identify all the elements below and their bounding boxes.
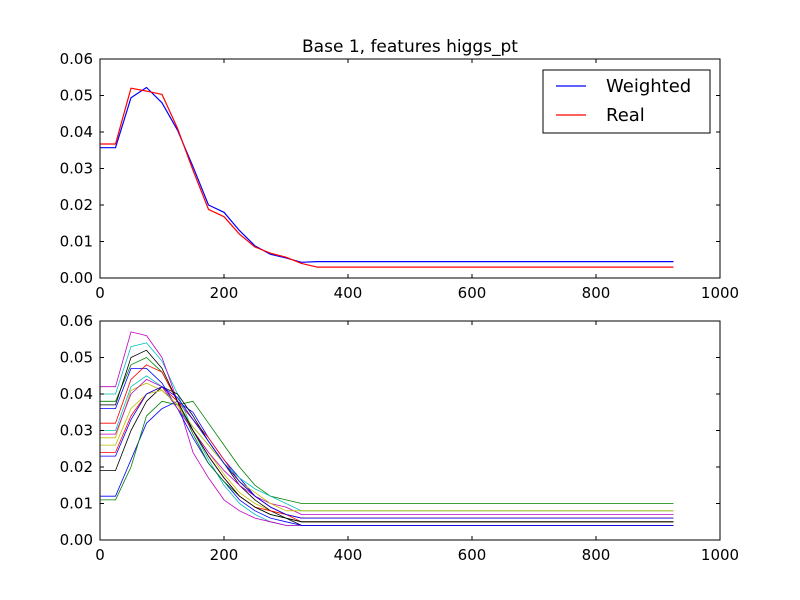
- y-tick-label: 0.02: [60, 458, 93, 476]
- x-tick-label: 400: [334, 284, 363, 302]
- y-tick: 0.04: [60, 123, 720, 141]
- y-tick-label: 0.03: [60, 160, 93, 178]
- y-tick-label: 0.03: [60, 422, 93, 440]
- x-tick-label: 1000: [701, 546, 739, 564]
- x-tick-label: 200: [210, 546, 239, 564]
- y-tick: 0.01: [60, 495, 720, 513]
- y-tick: 0.05: [60, 349, 720, 367]
- x-tick: 0: [95, 59, 105, 302]
- x-tick: 600: [458, 321, 487, 564]
- x-tick: 600: [458, 59, 487, 302]
- series-line-s4: [100, 342, 674, 526]
- y-tick-label: 0.01: [60, 495, 93, 513]
- y-tick: 0.03: [60, 160, 720, 178]
- series-line-s11: [100, 375, 674, 512]
- y-tick-label: 0.02: [60, 196, 93, 214]
- x-tick: 400: [334, 59, 363, 302]
- x-tick: 800: [582, 59, 611, 302]
- bottom-plot: 0 200 400 600 800 1000 0.00 0.01 0.02 0.03 0.04 0.0…: [60, 312, 740, 564]
- x-tick-label: 800: [582, 546, 611, 564]
- x-tick: 1000: [701, 59, 739, 302]
- y-tick: 0.02: [60, 196, 720, 214]
- series-line-s10: [100, 364, 674, 519]
- x-tick: 0: [95, 321, 105, 564]
- y-tick: 0.03: [60, 422, 720, 440]
- x-tick-label: 200: [210, 284, 239, 302]
- x-tick: 400: [334, 321, 363, 564]
- y-tick: 0.01: [60, 233, 720, 251]
- y-tick: 0.06: [60, 312, 720, 330]
- series-line-Real: [100, 87, 674, 268]
- series-line-s6: [100, 382, 674, 519]
- y-tick-label: 0.04: [60, 385, 93, 403]
- y-tick-label: 0.00: [60, 531, 93, 549]
- y-tick: 0.05: [60, 87, 720, 105]
- y-tick-label: 0.05: [60, 87, 93, 105]
- x-tick: 800: [582, 321, 611, 564]
- y-tick-label: 0.00: [60, 269, 93, 287]
- y-tick: 0.02: [60, 458, 720, 476]
- x-tick-label: 1000: [701, 284, 739, 302]
- series-line-s12: [100, 378, 674, 515]
- y-tick-label: 0.01: [60, 233, 93, 251]
- legend: Weighted Real: [542, 69, 711, 134]
- series-line-s2: [100, 400, 674, 504]
- y-tick-label: 0.06: [60, 50, 93, 68]
- x-tick: 200: [210, 59, 239, 302]
- y-tick-label: 0.05: [60, 349, 93, 367]
- top-plot: 0 200 400 600 800 1000 0.00 0.01 0.02 0.03 0.04 0.0…: [60, 37, 740, 302]
- x-tick-label: 800: [582, 284, 611, 302]
- y-tick: 0.06: [60, 50, 720, 68]
- series-line-s15: [100, 386, 674, 519]
- series-line-s8: [100, 367, 674, 526]
- y-tick: 0.00: [60, 269, 720, 287]
- y-tick-label: 0.06: [60, 312, 93, 330]
- series-line-s9: [100, 357, 674, 523]
- series-line-s5: [100, 331, 674, 526]
- x-tick-label: 0: [95, 546, 105, 564]
- y-tick-label: 0.04: [60, 123, 93, 141]
- y-tick: 0.00: [60, 531, 720, 549]
- x-tick-label: 400: [334, 546, 363, 564]
- chart-title: Base 1, features higgs_pt: [302, 37, 518, 57]
- x-tick: 1000: [701, 321, 739, 564]
- series-line-s13: [100, 389, 674, 512]
- x-tick-label: 0: [95, 284, 105, 302]
- series-line-s14: [100, 349, 674, 523]
- x-tick-label: 600: [458, 546, 487, 564]
- series-line-s3: [100, 386, 674, 523]
- legend-label-Real: Real: [606, 105, 645, 126]
- x-tick: 200: [210, 321, 239, 564]
- y-tick: 0.04: [60, 385, 720, 403]
- legend-label-Weighted: Weighted: [606, 76, 691, 97]
- legend-box: [542, 69, 711, 134]
- x-tick-label: 600: [458, 284, 487, 302]
